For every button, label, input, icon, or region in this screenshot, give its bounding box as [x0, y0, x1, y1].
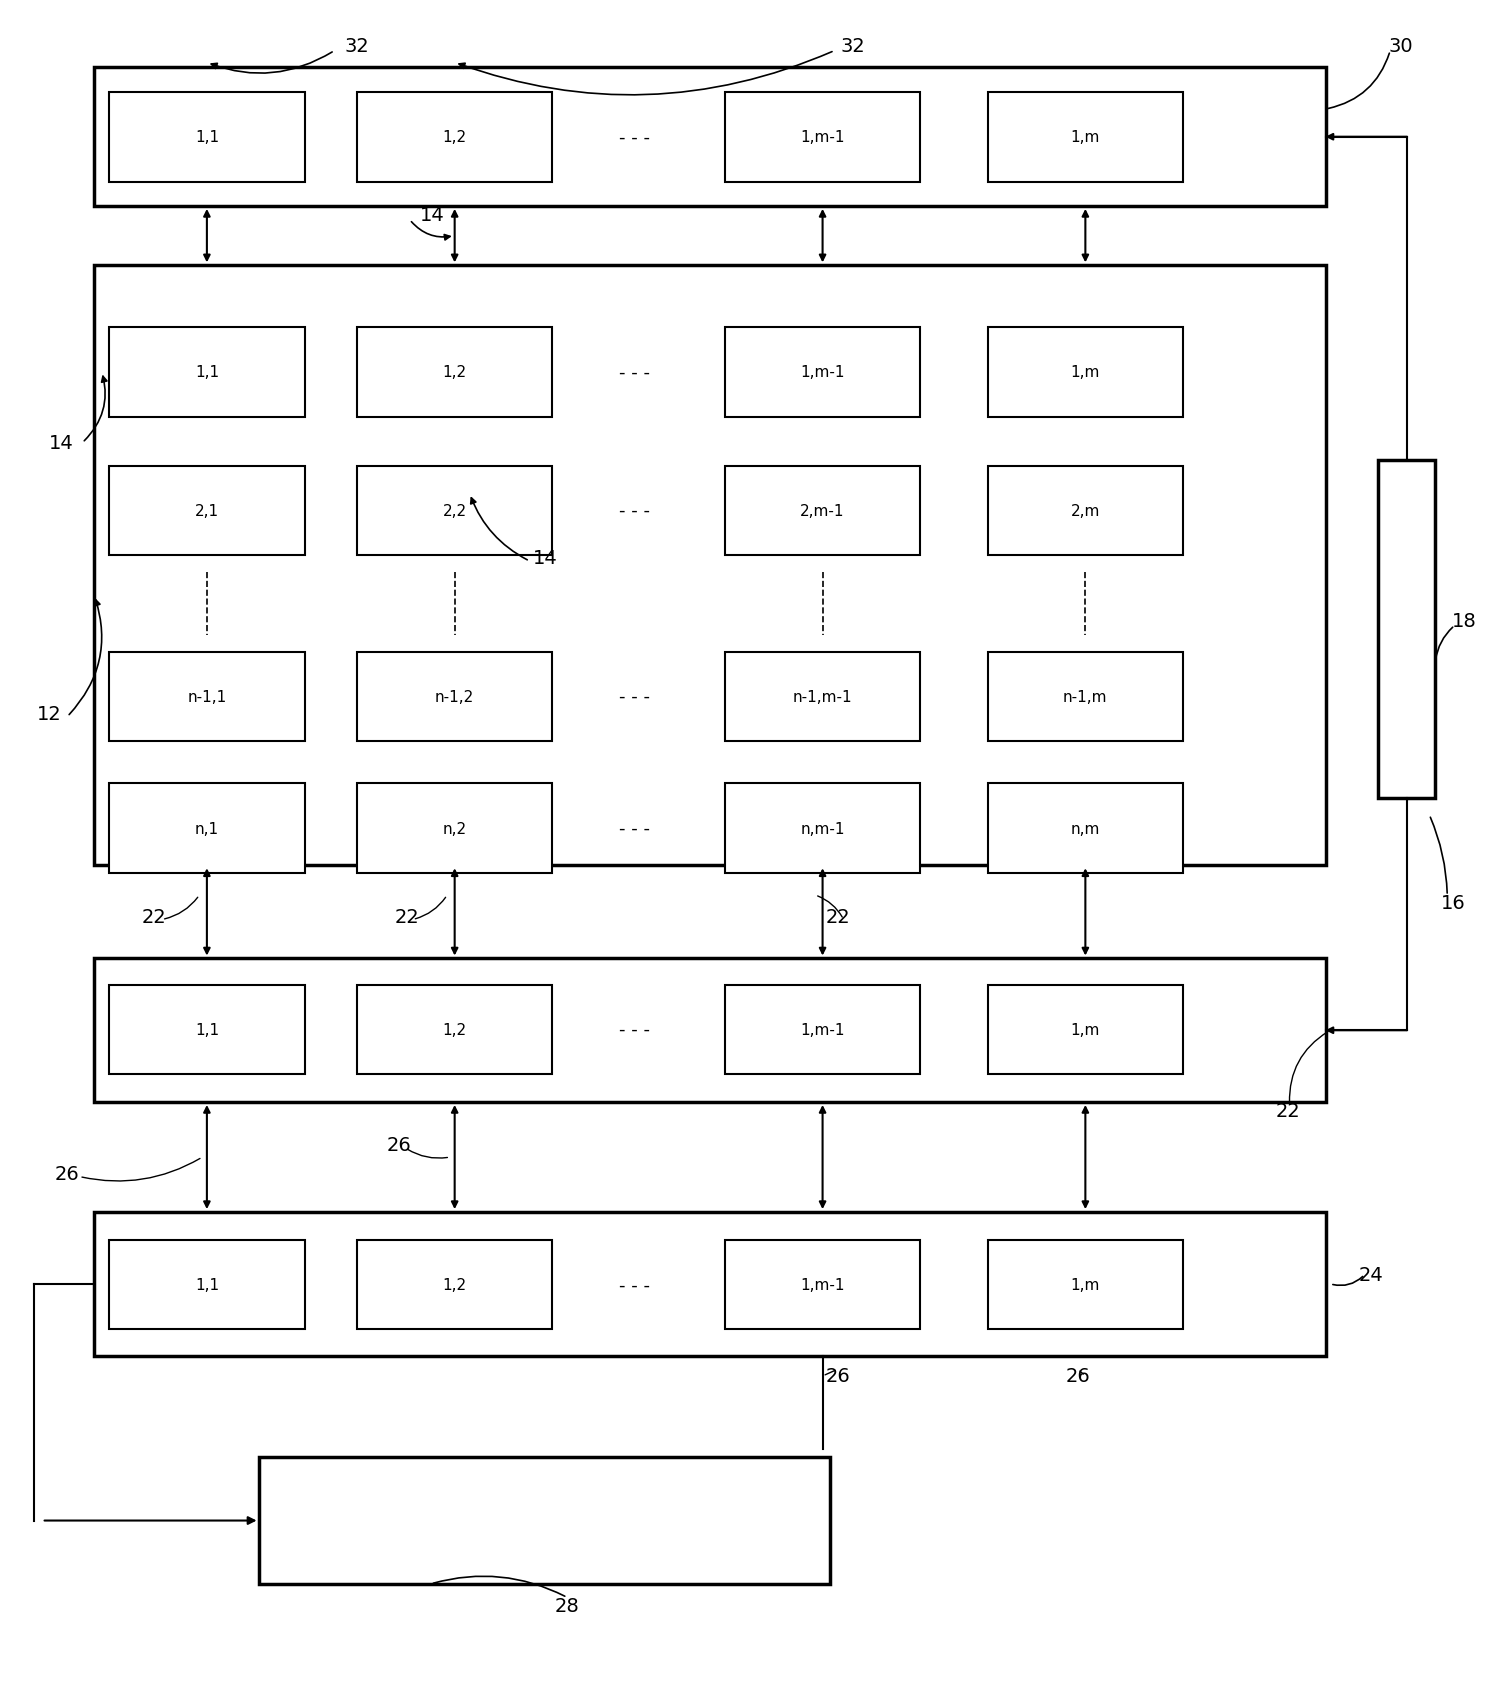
Text: 26: 26	[54, 1163, 80, 1184]
Bar	[109, 784, 305, 873]
Text: n-1,m-1: n-1,m-1	[793, 689, 852, 705]
Text: 1,m: 1,m	[1071, 1277, 1101, 1292]
Bar	[109, 652, 305, 742]
Text: n,m: n,m	[1071, 822, 1101, 835]
Bar	[356, 1240, 553, 1330]
Bar	[725, 93, 920, 182]
Text: 18: 18	[1451, 611, 1477, 630]
Bar	[725, 652, 920, 742]
Text: n,m-1: n,m-1	[800, 822, 844, 835]
Text: 32: 32	[344, 37, 370, 56]
Bar	[109, 467, 305, 555]
Bar	[356, 467, 553, 555]
Bar	[94, 267, 1326, 866]
Text: 14: 14	[48, 435, 74, 453]
Text: 1,1: 1,1	[195, 131, 219, 144]
Bar	[356, 784, 553, 873]
Text: - - -: - - -	[619, 129, 651, 146]
Text: 2,1: 2,1	[195, 504, 219, 518]
Text: n,2: n,2	[442, 822, 467, 835]
Bar	[725, 328, 920, 418]
Bar	[109, 93, 305, 182]
Bar	[988, 784, 1182, 873]
Text: 12: 12	[36, 705, 62, 723]
Text: 2,2: 2,2	[442, 504, 467, 518]
Text: 1,m: 1,m	[1071, 1022, 1101, 1037]
Text: 30: 30	[1388, 37, 1413, 56]
Text: 1,1: 1,1	[195, 365, 219, 380]
Bar	[356, 93, 553, 182]
Text: 14: 14	[420, 205, 444, 224]
Bar	[1379, 460, 1436, 798]
Bar	[94, 68, 1326, 207]
Text: 2,m-1: 2,m-1	[800, 504, 844, 518]
Text: - - -: - - -	[619, 363, 651, 382]
Bar	[725, 784, 920, 873]
Bar	[94, 959, 1326, 1102]
Bar	[356, 328, 553, 418]
Text: - - -: - - -	[619, 503, 651, 520]
Text: 1,m-1: 1,m-1	[800, 365, 844, 380]
Text: n,1: n,1	[195, 822, 219, 835]
Bar	[988, 985, 1182, 1075]
Text: 32: 32	[840, 37, 865, 56]
Text: 1,m: 1,m	[1071, 131, 1101, 144]
Text: 24: 24	[1359, 1265, 1383, 1284]
Text: 1,m-1: 1,m-1	[800, 1277, 844, 1292]
Text: 26: 26	[826, 1367, 850, 1386]
Text: - - -: - - -	[619, 820, 651, 837]
Text: 16: 16	[1441, 893, 1466, 912]
Text: 14: 14	[533, 548, 557, 567]
Text: - - -: - - -	[619, 688, 651, 706]
Bar	[988, 328, 1182, 418]
Text: 1,1: 1,1	[195, 1277, 219, 1292]
Bar	[988, 467, 1182, 555]
Bar	[988, 93, 1182, 182]
Bar	[109, 328, 305, 418]
Text: 1,1: 1,1	[195, 1022, 219, 1037]
Text: 28: 28	[554, 1596, 580, 1615]
Text: - - -: - - -	[619, 1275, 651, 1294]
Text: 1,2: 1,2	[442, 365, 467, 380]
Bar	[356, 652, 553, 742]
Text: 22: 22	[1276, 1102, 1300, 1121]
Text: 22: 22	[142, 907, 166, 925]
Text: 26: 26	[1066, 1367, 1090, 1386]
Text: n-1,m: n-1,m	[1063, 689, 1108, 705]
Text: 1,2: 1,2	[442, 1277, 467, 1292]
Bar	[356, 985, 553, 1075]
Bar	[109, 1240, 305, 1330]
Text: n-1,2: n-1,2	[435, 689, 474, 705]
Bar	[988, 1240, 1182, 1330]
Text: 26: 26	[387, 1136, 412, 1155]
Text: 1,2: 1,2	[442, 1022, 467, 1037]
Text: 2,m: 2,m	[1071, 504, 1101, 518]
Bar	[725, 467, 920, 555]
Text: 1,m-1: 1,m-1	[800, 131, 844, 144]
Text: 22: 22	[394, 907, 418, 925]
Text: 22: 22	[826, 907, 850, 925]
Bar	[260, 1457, 830, 1584]
Bar	[109, 985, 305, 1075]
Bar	[988, 652, 1182, 742]
Bar	[725, 1240, 920, 1330]
Text: n-1,1: n-1,1	[187, 689, 226, 705]
Text: - - -: - - -	[619, 1020, 651, 1039]
Text: 1,m-1: 1,m-1	[800, 1022, 844, 1037]
Text: 1,2: 1,2	[442, 131, 467, 144]
Bar	[725, 985, 920, 1075]
Text: 1,m: 1,m	[1071, 365, 1101, 380]
Bar	[94, 1212, 1326, 1357]
